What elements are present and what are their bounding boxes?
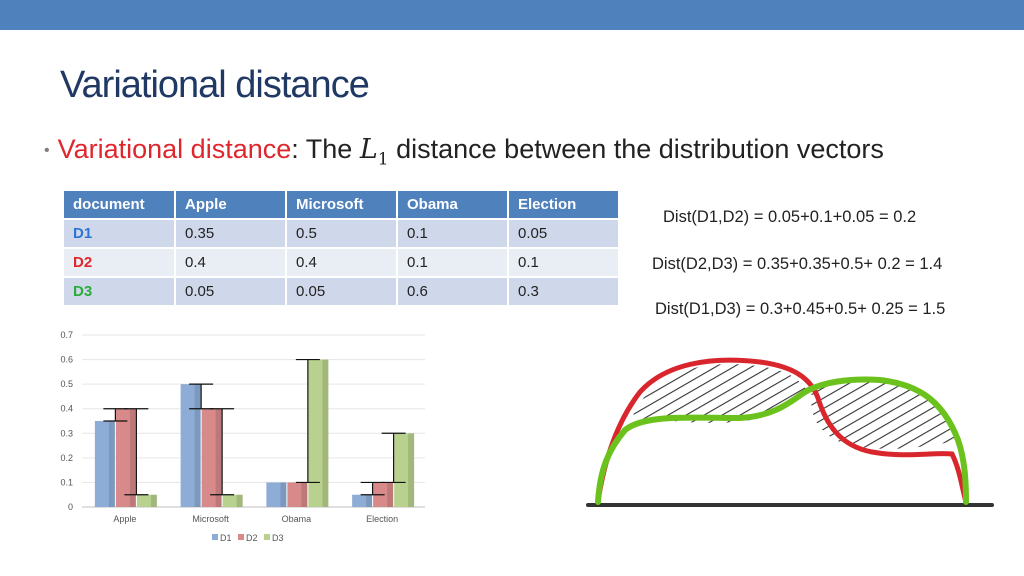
table-header: document — [62, 189, 176, 220]
bar-d2 — [287, 482, 308, 507]
bar-d3 — [222, 494, 243, 507]
y-tick-label: 0.1 — [60, 477, 73, 487]
y-tick-label: 0.7 — [60, 330, 73, 340]
table-cell: 0.05 — [174, 276, 287, 307]
bar-shade-d1 — [280, 482, 287, 507]
overlap-sketch — [586, 357, 994, 507]
bar-shade-d2 — [129, 408, 136, 507]
x-category-label: Apple — [113, 514, 136, 524]
table-cell: 0.3 — [507, 276, 620, 307]
doc-cell: D2 — [62, 247, 176, 278]
bar-shade-d1 — [366, 494, 373, 507]
bullet-text-after: distance between the distribution vector… — [396, 134, 884, 164]
table-row: D2 0.4 0.4 0.1 0.1 — [62, 247, 620, 278]
slide-title: Variational distance — [60, 64, 370, 106]
table-header-row: document Apple Microsoft Obama Election — [62, 189, 620, 220]
legend-swatch-d3 — [264, 534, 270, 540]
x-category-label: Obama — [282, 514, 312, 524]
y-tick-label: 0.3 — [60, 428, 73, 438]
table-cell: 0.4 — [285, 247, 398, 278]
legend-label-d1: D1 — [220, 533, 232, 543]
doc-cell: D3 — [62, 276, 176, 307]
legend-swatch-d1 — [212, 534, 218, 540]
bullet-text: • Variational distance: The L1 distance b… — [44, 134, 884, 169]
y-tick-label: 0 — [68, 502, 73, 512]
table-cell: 0.5 — [285, 218, 398, 249]
bar-shade-d3 — [408, 433, 415, 507]
x-category-label: Microsoft — [192, 514, 229, 524]
bullet-term: Variational distance — [57, 134, 292, 164]
bar-shade-d2 — [301, 482, 308, 507]
table-header: Obama — [396, 189, 509, 220]
x-category-label: Election — [366, 514, 398, 524]
table-cell: 0.05 — [507, 218, 620, 249]
green-distribution-curve — [595, 376, 969, 505]
bar-shade-d1 — [108, 421, 115, 507]
top-accent-bar — [0, 0, 1024, 30]
table-header: Apple — [174, 189, 287, 220]
doc-cell: D1 — [62, 218, 176, 249]
table-cell: 0.4 — [174, 247, 287, 278]
distribution-table: document Apple Microsoft Obama Election … — [62, 189, 620, 307]
bar-shade-d3 — [150, 494, 157, 507]
bullet-dot-icon: • — [44, 141, 50, 159]
table-cell: 0.05 — [285, 276, 398, 307]
bar-shade-d2 — [387, 482, 394, 507]
bullet-colon: : — [291, 134, 299, 164]
bar-d1 — [94, 421, 115, 507]
math-subscript: 1 — [377, 149, 389, 170]
distance-d2-d3: Dist(D2,D3) = 0.35+0.35+0.5+ 0.2 = 1.4 — [652, 255, 943, 273]
bar-d2 — [201, 408, 222, 507]
table-header: Microsoft — [285, 189, 398, 220]
bar-d3 — [394, 433, 415, 507]
bullet-text-before: The — [305, 134, 353, 164]
bar-shade-d1 — [194, 384, 201, 507]
table-cell: 0.1 — [396, 247, 509, 278]
y-tick-label: 0.6 — [60, 355, 73, 365]
bar-d2 — [115, 408, 136, 507]
bar-d3 — [308, 359, 329, 507]
y-tick-label: 0.2 — [60, 453, 73, 463]
y-tick-label: 0.5 — [60, 379, 73, 389]
red-distribution-curve — [595, 357, 969, 505]
distance-d1-d2: Dist(D1,D2) = 0.05+0.1+0.05 = 0.2 — [663, 208, 917, 226]
table-cell: 0.6 — [396, 276, 509, 307]
bar-shade-d3 — [322, 359, 329, 507]
table-cell: 0.35 — [174, 218, 287, 249]
bar-d1 — [352, 494, 373, 507]
bar-chart: 0 0.1 0.2 0.3 0.4 0.5 0.6 0.7 Apple Microsoft Obam… — [60, 330, 425, 543]
bar-shade-d2 — [215, 408, 222, 507]
math-symbol: L — [359, 134, 378, 165]
table-cell: 0.1 — [396, 218, 509, 249]
bar-shade-d3 — [236, 494, 243, 507]
bar-d3 — [136, 494, 157, 507]
y-tick-label: 0.4 — [60, 404, 73, 414]
bar-d1 — [180, 384, 201, 507]
table-row: D1 0.35 0.5 0.1 0.05 — [62, 218, 620, 249]
legend-swatch-d2 — [238, 534, 244, 540]
table-header: Election — [507, 189, 620, 220]
legend-label-d2: D2 — [246, 533, 258, 543]
legend-label-d3: D3 — [272, 533, 284, 543]
bar-d1 — [266, 482, 287, 507]
distance-d1-d3: Dist(D1,D3) = 0.3+0.45+0.5+ 0.25 = 1.5 — [655, 300, 946, 318]
math-l1: L1 — [359, 134, 389, 169]
table-row: D3 0.05 0.05 0.6 0.3 — [62, 276, 620, 307]
table-cell: 0.1 — [507, 247, 620, 278]
